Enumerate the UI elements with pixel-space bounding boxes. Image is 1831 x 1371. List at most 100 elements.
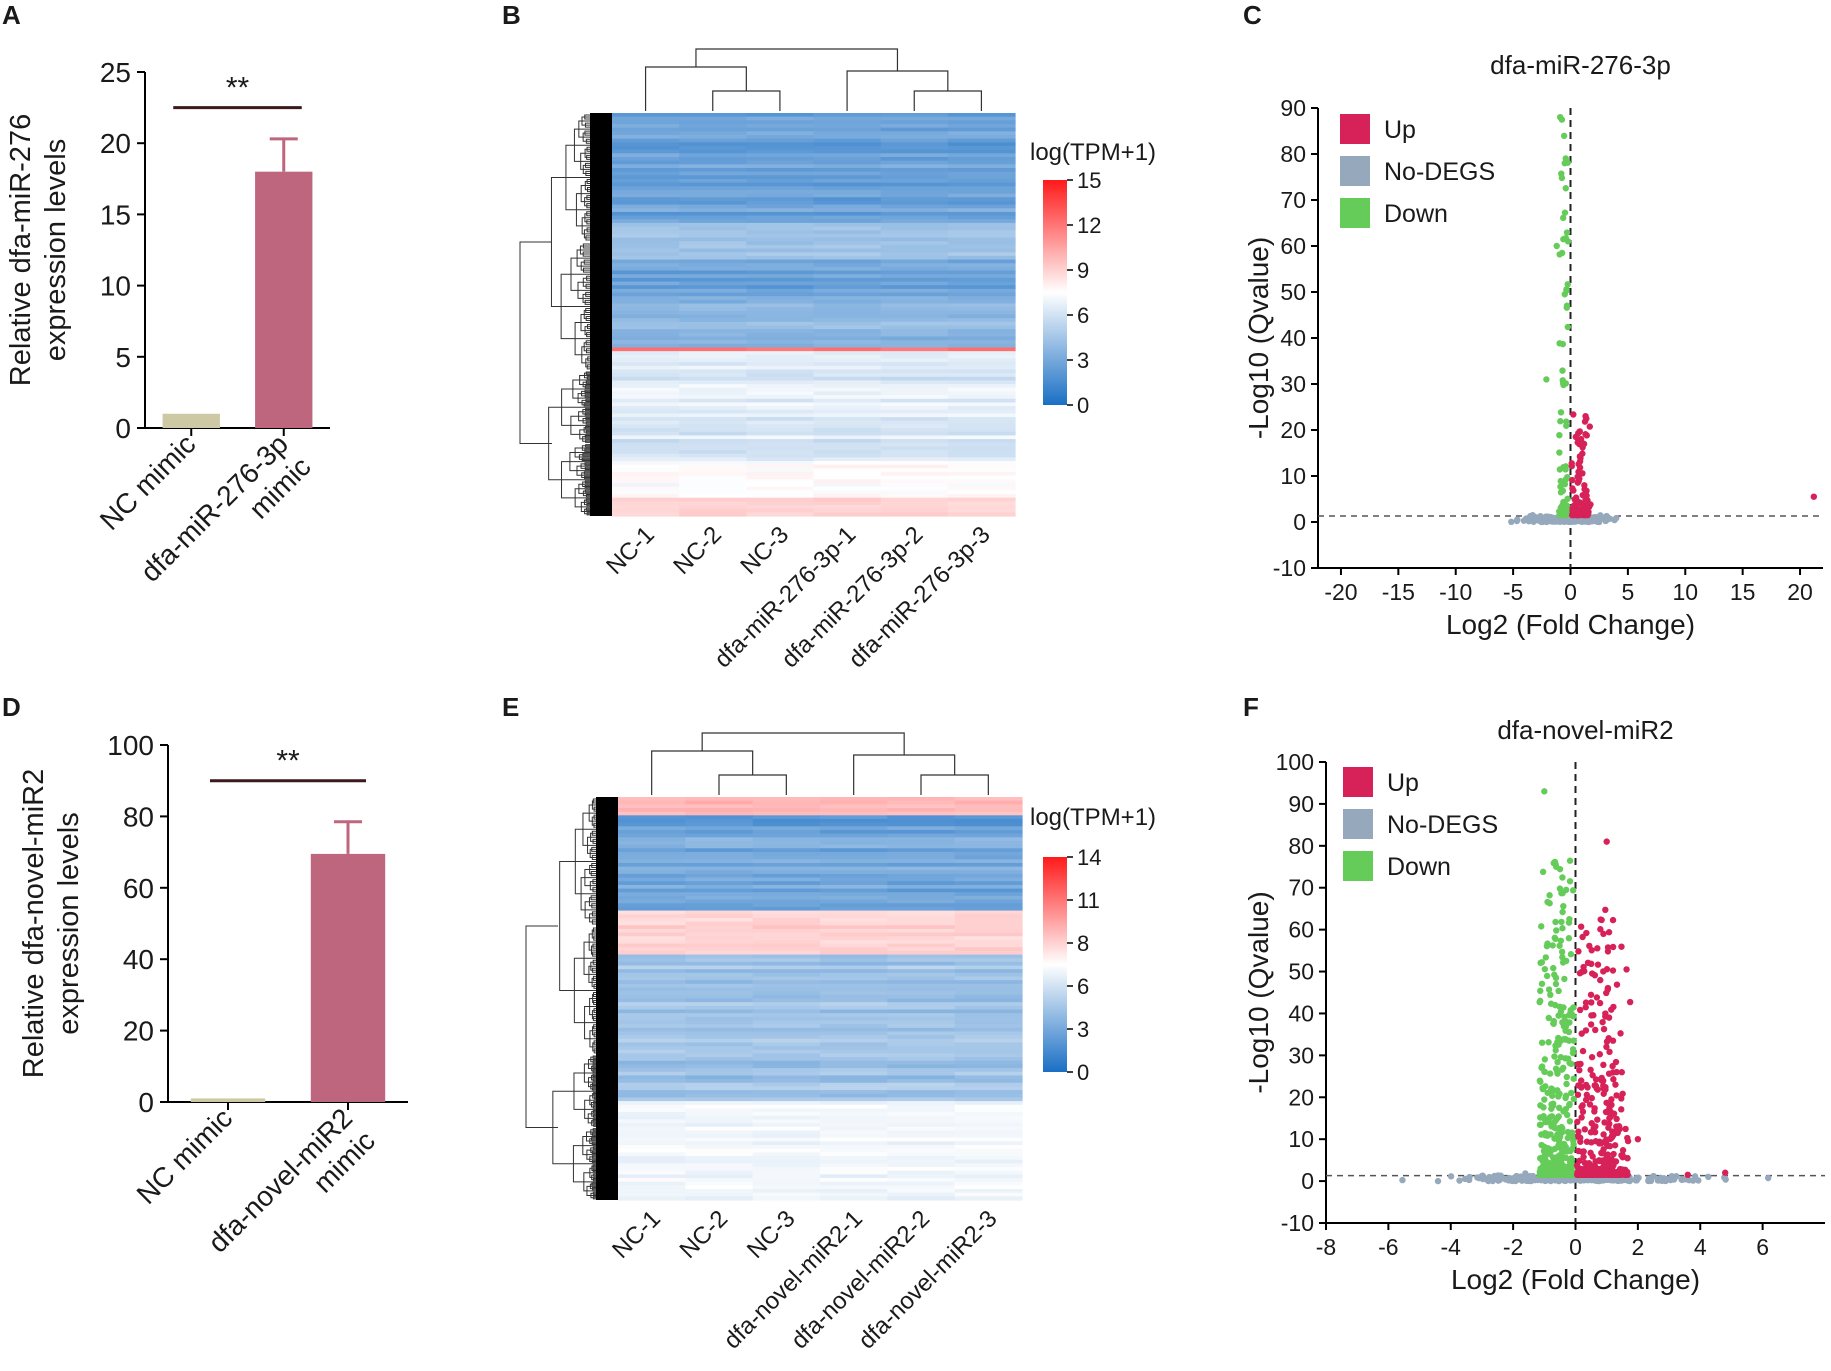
heatmap-cell — [880, 266, 949, 272]
point-down — [1564, 323, 1572, 331]
heatmap-cell — [612, 409, 680, 415]
point-down — [1566, 1101, 1573, 1109]
heatmap-cell — [752, 1192, 821, 1197]
heatmap-cell — [685, 899, 754, 904]
point-outlier — [1541, 788, 1548, 795]
heatmap-cell — [685, 1130, 754, 1135]
point-no-degs — [1705, 1173, 1712, 1181]
heatmap-cell — [813, 398, 882, 404]
heatmap-cell — [618, 1108, 686, 1113]
heatmap-cell — [813, 373, 882, 378]
heatmap-cell — [813, 329, 882, 334]
heatmap-cell — [612, 508, 680, 513]
heatmap-cell — [820, 866, 888, 871]
heatmap-cell — [947, 362, 1016, 367]
legend-tick-label: 9 — [1077, 258, 1089, 283]
heatmap-cell — [746, 318, 815, 323]
heatmap-cell — [685, 844, 754, 849]
heatmap-cell — [947, 365, 1016, 371]
heatmap-cell — [813, 310, 882, 316]
point-down — [1539, 1156, 1547, 1163]
heatmap-cell — [820, 1060, 888, 1066]
point-no-degs — [1547, 513, 1554, 521]
heatmap-cell — [612, 277, 680, 283]
heatmap-cell — [679, 354, 747, 360]
point-down — [1559, 874, 1566, 881]
heatmap-cell — [813, 193, 882, 198]
heatmap-cell — [746, 479, 815, 484]
heatmap-cell — [880, 255, 949, 261]
heatmap-cell — [618, 1090, 686, 1095]
point-no-degs — [1508, 518, 1515, 526]
y-tick-label: 0 — [138, 1087, 154, 1118]
heatmap-cell — [880, 142, 949, 147]
heatmap-cell — [685, 848, 754, 853]
heatmap-cell — [880, 420, 949, 426]
heatmap-cell — [618, 1156, 686, 1161]
heatmap-cell — [954, 873, 1023, 879]
heatmap-cell — [618, 1009, 686, 1014]
point-down — [1558, 1150, 1566, 1158]
heatmap-cell — [679, 435, 747, 440]
heatmap-cell — [612, 244, 680, 250]
heatmap-cell — [685, 1079, 754, 1084]
heatmap-cell — [813, 292, 882, 297]
heatmap-cell — [679, 149, 747, 154]
heatmap-cell — [679, 457, 747, 462]
heatmap-cell — [947, 252, 1016, 257]
point-no-degs — [1670, 1176, 1678, 1183]
point-down — [1556, 449, 1563, 456]
heatmap-cell — [947, 369, 1016, 374]
heatmap-cell — [746, 288, 815, 294]
heatmap-cell — [820, 884, 888, 890]
heatmap-cell — [618, 1123, 686, 1128]
heatmap-cell — [752, 1123, 821, 1128]
point-down — [1537, 1114, 1544, 1121]
heatmap-cell — [954, 870, 1023, 875]
heatmap-cell — [887, 980, 956, 985]
point-outlier — [1543, 376, 1550, 383]
heatmap-cell — [679, 255, 747, 261]
heatmap-cell — [679, 252, 747, 257]
heatmap-cell — [947, 292, 1016, 297]
heatmap-cell — [618, 866, 686, 871]
heatmap-cell — [685, 928, 754, 934]
heatmap-cell — [813, 178, 882, 184]
heatmap-cell — [679, 142, 747, 147]
point-up — [1583, 432, 1590, 439]
point-up — [1618, 1106, 1625, 1113]
heatmap-cell — [746, 116, 815, 121]
heatmap-cell — [880, 512, 949, 517]
heatmap-cell — [679, 494, 747, 499]
heatmap-cell — [813, 138, 882, 143]
heatmap-cell — [679, 380, 747, 385]
heatmap-cell — [887, 987, 956, 992]
heatmap-cell — [612, 417, 680, 422]
heatmap-cell — [813, 208, 882, 213]
heatmap-cell — [746, 409, 815, 415]
heatmap-cell — [679, 468, 747, 473]
point-up — [1574, 479, 1582, 486]
heatmap-cell — [746, 299, 815, 305]
heatmap-cell — [752, 1126, 821, 1131]
heatmap-cell — [954, 800, 1023, 805]
point-up — [1580, 963, 1587, 971]
y-tick-label: 0 — [115, 413, 131, 444]
point-no-degs — [1542, 1177, 1549, 1185]
point-down — [1539, 1085, 1547, 1093]
heatmap-cell — [820, 1027, 888, 1033]
heatmap-cell — [746, 387, 815, 393]
heatmap-cell — [947, 197, 1016, 202]
heatmap-cell — [947, 508, 1016, 513]
heatmap-cell — [947, 263, 1016, 268]
heatmap-cell — [887, 1071, 956, 1077]
point-no-degs — [1534, 1176, 1541, 1184]
heatmap-cell — [752, 976, 821, 981]
heatmap-cell — [679, 314, 747, 319]
heatmap-cell — [679, 406, 747, 411]
heatmap-cell — [752, 1057, 821, 1062]
heatmap-cell — [887, 1060, 956, 1066]
heatmap-cell — [813, 365, 882, 371]
point-down — [1547, 1088, 1554, 1095]
heatmap-cell — [685, 1145, 754, 1150]
